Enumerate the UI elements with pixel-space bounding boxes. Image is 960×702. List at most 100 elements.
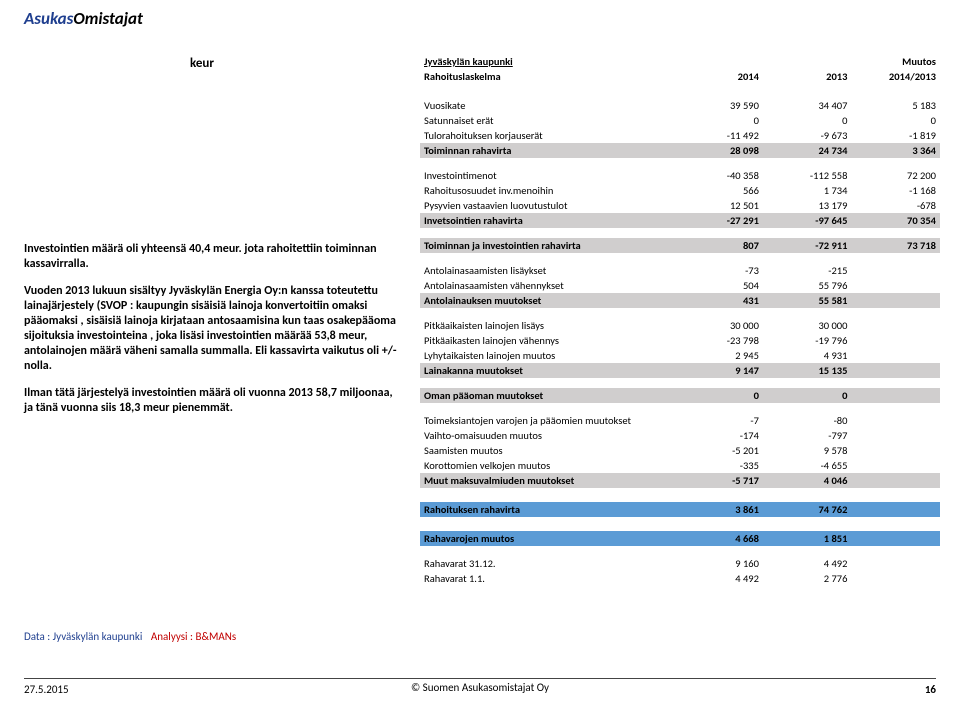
data-source-label: Data : Jyväskylän kaupunki bbox=[24, 630, 142, 643]
row-val: -73 bbox=[674, 263, 763, 278]
row-val: 4 492 bbox=[674, 571, 763, 586]
row-val: -23 798 bbox=[674, 333, 763, 348]
row-label: Rahoitusosuudet inv.menoihin bbox=[420, 183, 674, 198]
row-val: 34 407 bbox=[763, 98, 852, 113]
subtotal-row: Toiminnan rahavirta28 09824 7343 364 bbox=[420, 143, 940, 158]
row-val: 55 581 bbox=[763, 293, 852, 308]
subtotal-row: Antolainauksen muutokset43155 581 bbox=[420, 293, 940, 308]
row-val: 72 200 bbox=[851, 168, 940, 183]
row-label: Investointimenot bbox=[420, 168, 674, 183]
brand-part1: Asukas bbox=[24, 8, 73, 29]
row-label: Vaihto-omaisuuden muutos bbox=[420, 428, 674, 443]
row-val: 4 931 bbox=[763, 348, 852, 363]
brand-part2: Omistajat bbox=[73, 8, 143, 29]
row-val: 431 bbox=[674, 293, 763, 308]
row-val: -80 bbox=[763, 413, 852, 428]
row-val: 24 734 bbox=[763, 143, 852, 158]
row-val: -5 717 bbox=[674, 473, 763, 488]
table-row: Antolainasaamisten lisäykset-73-215 bbox=[420, 263, 940, 278]
row-val: -1 819 bbox=[851, 128, 940, 143]
row-val: -9 673 bbox=[763, 128, 852, 143]
row-val: 13 179 bbox=[763, 198, 852, 213]
row-label: Toiminnan rahavirta bbox=[420, 143, 674, 158]
row-val: 9 578 bbox=[763, 443, 852, 458]
table-title: Rahoituslaskelma bbox=[420, 69, 674, 84]
subtotal-row: Muut maksuvalmiuden muutokset-5 7174 046 bbox=[420, 473, 940, 488]
row-val: -40 358 bbox=[674, 168, 763, 183]
table-row: Pitkäaikasten lainojen vähennys-23 798-1… bbox=[420, 333, 940, 348]
row-val: -4 655 bbox=[763, 458, 852, 473]
row-val: 0 bbox=[851, 113, 940, 128]
row-val: 30 000 bbox=[674, 318, 763, 333]
narrative-block: Investointien määrä oli yhteensä 40,4 me… bbox=[24, 242, 404, 428]
row-val: -72 911 bbox=[763, 238, 852, 253]
col-year2: 2013 bbox=[763, 69, 852, 84]
row-val: -19 796 bbox=[763, 333, 852, 348]
row-label: Toimeksiantojen varojen ja pääomien muut… bbox=[420, 413, 674, 428]
row-val: 12 501 bbox=[674, 198, 763, 213]
narrative-p3: Ilman tätä järjestelyä investointien mää… bbox=[24, 386, 404, 416]
row-val: 3 861 bbox=[674, 502, 763, 517]
row-val: 73 718 bbox=[851, 238, 940, 253]
row-label: Saamisten muutos bbox=[420, 443, 674, 458]
row-val: 4 668 bbox=[674, 531, 763, 546]
row-val: 0 bbox=[674, 388, 763, 403]
row-val: 0 bbox=[763, 113, 852, 128]
row-val: 9 160 bbox=[674, 556, 763, 571]
row-val: 4 046 bbox=[763, 473, 852, 488]
row-label: Antolainasaamisten lisäykset bbox=[420, 263, 674, 278]
table-row: Tulorahoituksen korjauserät-11 492-9 673… bbox=[420, 128, 940, 143]
row-val: 2 945 bbox=[674, 348, 763, 363]
grand-total-row: Rahavarojen muutos4 6681 851 bbox=[420, 531, 940, 546]
footer-date: 27.5.2015 bbox=[24, 683, 69, 696]
row-val: -215 bbox=[763, 263, 852, 278]
table-row: Pysyvien vastaavien luovutustulot12 5011… bbox=[420, 198, 940, 213]
row-val: 39 590 bbox=[674, 98, 763, 113]
row-label: Vuosikate bbox=[420, 98, 674, 113]
table-row: Antolainasaamisten vähennykset50455 796 bbox=[420, 278, 940, 293]
table-row: Toimeksiantojen varojen ja pääomien muut… bbox=[420, 413, 940, 428]
row-label: Tulorahoituksen korjauserät bbox=[420, 128, 674, 143]
row-label: Lyhytaikaisten lainojen muutos bbox=[420, 348, 674, 363]
row-val: 30 000 bbox=[763, 318, 852, 333]
row-val: 0 bbox=[763, 388, 852, 403]
row-val: -5 201 bbox=[674, 443, 763, 458]
financial-table: Jyväskylän kaupunkiMuutos Rahoituslaskel… bbox=[420, 54, 940, 586]
table-row: Rahoitusosuudet inv.menoihin5661 734-1 1… bbox=[420, 183, 940, 198]
row-val: 504 bbox=[674, 278, 763, 293]
row-label: Pitkäaikaisten lainojen lisäys bbox=[420, 318, 674, 333]
table-row: Lyhytaikaisten lainojen muutos2 9454 931 bbox=[420, 348, 940, 363]
subtotal-row: Lainakanna muutokset9 14715 135 bbox=[420, 363, 940, 378]
row-label: Toiminnan ja investointien rahavirta bbox=[420, 238, 674, 253]
subtotal-row: Invetsointien rahavirta-27 291-97 64570 … bbox=[420, 213, 940, 228]
row-val: -174 bbox=[674, 428, 763, 443]
table-row: Korottomien velkojen muutos-335-4 655 bbox=[420, 458, 940, 473]
col-delta: 2014/2013 bbox=[851, 69, 940, 84]
row-val: 1 734 bbox=[763, 183, 852, 198]
row-label: Rahavarat 31.12. bbox=[420, 556, 674, 571]
row-val: 70 354 bbox=[851, 213, 940, 228]
row-label: Rahavarojen muutos bbox=[420, 531, 674, 546]
table-row: Rahavarat 1.1.4 4922 776 bbox=[420, 571, 940, 586]
narrative-p1: Investointien määrä oli yhteensä 40,4 me… bbox=[24, 242, 404, 272]
row-val: -797 bbox=[763, 428, 852, 443]
keur-label: keur bbox=[190, 56, 214, 71]
row-val: 9 147 bbox=[674, 363, 763, 378]
source-line: Data : Jyväskylän kaupunki Analyysi : B&… bbox=[24, 630, 236, 643]
row-val: -335 bbox=[674, 458, 763, 473]
analysis-label: Analyysi : B&MANs bbox=[151, 630, 236, 643]
row-label: Pysyvien vastaavien luovutustulot bbox=[420, 198, 674, 213]
row-val: -112 558 bbox=[763, 168, 852, 183]
row-label: Rahavarat 1.1. bbox=[420, 571, 674, 586]
row-val: -678 bbox=[851, 198, 940, 213]
page-footer: 27.5.2015 © Suomen Asukasomistajat Oy 16 bbox=[24, 678, 936, 694]
delta-header-top: Muutos bbox=[851, 54, 940, 69]
row-val: 1 851 bbox=[763, 531, 852, 546]
table-row: Rahavarat 31.12.9 1604 492 bbox=[420, 556, 940, 571]
row-val: -1 168 bbox=[851, 183, 940, 198]
row-val: 15 135 bbox=[763, 363, 852, 378]
table-row: Satunnaiset erät000 bbox=[420, 113, 940, 128]
row-val: 4 492 bbox=[763, 556, 852, 571]
row-val: 74 762 bbox=[763, 502, 852, 517]
table-row: Vaihto-omaisuuden muutos-174-797 bbox=[420, 428, 940, 443]
